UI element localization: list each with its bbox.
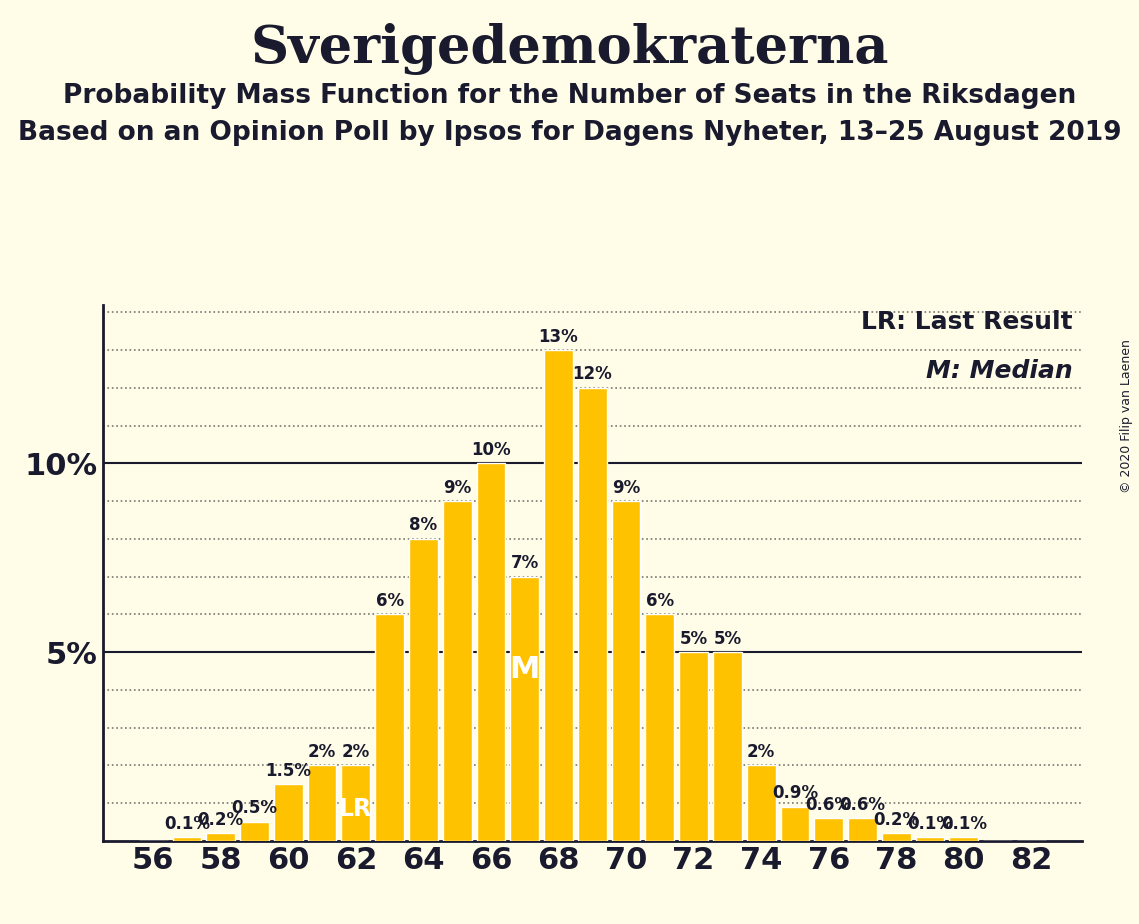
Bar xyxy=(612,501,640,841)
Bar xyxy=(544,350,573,841)
Bar xyxy=(679,652,708,841)
Bar xyxy=(240,822,269,841)
Bar xyxy=(916,837,944,841)
Bar xyxy=(814,818,843,841)
Text: Based on an Opinion Poll by Ipsos for Dagens Nyheter, 13–25 August 2019: Based on an Opinion Poll by Ipsos for Da… xyxy=(18,120,1121,146)
Text: 12%: 12% xyxy=(573,365,612,383)
Text: 7%: 7% xyxy=(510,554,539,572)
Text: 0.1%: 0.1% xyxy=(164,815,210,833)
Bar xyxy=(308,765,336,841)
Text: 2%: 2% xyxy=(342,743,370,760)
Text: 0.6%: 0.6% xyxy=(839,796,885,814)
Text: 1.5%: 1.5% xyxy=(265,761,311,780)
Text: 10%: 10% xyxy=(472,441,510,459)
Bar xyxy=(577,388,607,841)
Text: 0.2%: 0.2% xyxy=(874,810,919,829)
Text: 0.6%: 0.6% xyxy=(805,796,852,814)
Text: 5%: 5% xyxy=(680,629,707,648)
Text: 8%: 8% xyxy=(409,517,437,534)
Text: 2%: 2% xyxy=(747,743,776,760)
Text: 0.1%: 0.1% xyxy=(941,815,986,833)
Bar xyxy=(849,818,877,841)
Bar xyxy=(206,833,235,841)
Bar xyxy=(747,765,776,841)
Text: 0.9%: 0.9% xyxy=(772,784,818,802)
Text: 0.2%: 0.2% xyxy=(198,810,244,829)
Bar xyxy=(375,614,404,841)
Text: 9%: 9% xyxy=(612,479,640,496)
Bar xyxy=(342,765,370,841)
Text: 6%: 6% xyxy=(646,592,674,610)
Bar xyxy=(510,577,539,841)
Text: 9%: 9% xyxy=(443,479,472,496)
Text: M: Median: M: Median xyxy=(926,359,1072,383)
Bar xyxy=(646,614,674,841)
Text: Probability Mass Function for the Number of Seats in the Riksdagen: Probability Mass Function for the Number… xyxy=(63,83,1076,109)
Text: Sverigedemokraterna: Sverigedemokraterna xyxy=(251,23,888,75)
Bar xyxy=(273,784,303,841)
Text: 5%: 5% xyxy=(713,629,741,648)
Bar xyxy=(882,833,911,841)
Text: © 2020 Filip van Laenen: © 2020 Filip van Laenen xyxy=(1121,339,1133,492)
Bar xyxy=(780,807,810,841)
Text: M: M xyxy=(509,654,540,684)
Bar xyxy=(443,501,472,841)
Text: 6%: 6% xyxy=(376,592,403,610)
Bar xyxy=(173,837,202,841)
Text: 0.5%: 0.5% xyxy=(231,799,278,818)
Bar xyxy=(713,652,741,841)
Text: 0.1%: 0.1% xyxy=(907,815,953,833)
Bar xyxy=(476,464,506,841)
Text: 13%: 13% xyxy=(539,328,579,346)
Text: LR: LR xyxy=(339,797,372,821)
Text: 2%: 2% xyxy=(308,743,336,760)
Bar xyxy=(409,539,437,841)
Bar xyxy=(950,837,978,841)
Text: LR: Last Result: LR: Last Result xyxy=(861,310,1072,334)
